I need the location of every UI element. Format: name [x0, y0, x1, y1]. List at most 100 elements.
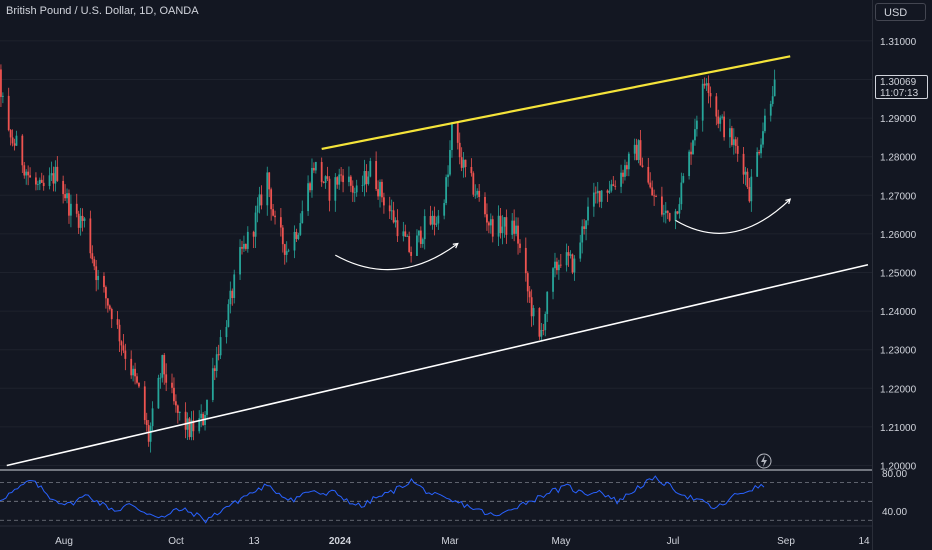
rsi-pane [0, 475, 872, 524]
candle [283, 243, 286, 265]
candle [110, 307, 113, 329]
candle [614, 180, 617, 190]
currency-button[interactable]: USD [875, 3, 926, 21]
candle [567, 245, 570, 267]
candle [147, 419, 150, 447]
curved-arrow[interactable] [675, 198, 792, 234]
candle [419, 226, 422, 248]
candle [721, 114, 724, 120]
lightning-icon[interactable] [756, 453, 772, 469]
candle [499, 208, 502, 239]
candle [241, 240, 243, 255]
candle [161, 354, 164, 383]
candle [64, 184, 66, 201]
candle [627, 151, 630, 177]
candle [524, 237, 527, 282]
candle [476, 188, 479, 198]
candle [35, 172, 37, 191]
candle [281, 224, 284, 253]
candle [320, 157, 323, 187]
candle [192, 410, 195, 441]
candle [449, 140, 451, 177]
candle [762, 122, 764, 148]
candle [309, 181, 311, 193]
candle [322, 181, 325, 184]
candle [445, 174, 448, 206]
candle [173, 377, 175, 405]
candle [451, 121, 453, 158]
candle [334, 173, 337, 212]
candle [217, 344, 220, 361]
candle [470, 158, 473, 177]
candle [93, 256, 96, 271]
candle [68, 189, 70, 224]
candle [256, 197, 259, 223]
resistance-trendline[interactable] [321, 55, 791, 151]
candle [744, 166, 747, 186]
candle [464, 159, 467, 178]
candle [707, 75, 710, 104]
candle [528, 285, 531, 303]
candle [77, 210, 80, 234]
drawings [6, 55, 869, 467]
candle [447, 165, 449, 187]
candle [40, 172, 43, 183]
candle [105, 285, 107, 309]
symbol-title[interactable]: British Pound / U.S. Dollar, 1D, OANDA [6, 5, 199, 17]
candle [159, 373, 162, 389]
candle [585, 220, 587, 241]
support-trendline[interactable] [6, 264, 869, 467]
candle [392, 201, 395, 224]
candle [519, 239, 521, 253]
candle [554, 252, 556, 278]
candle [612, 176, 615, 187]
curved-arrow[interactable] [335, 242, 459, 271]
candle [11, 129, 14, 147]
candle [287, 248, 290, 253]
price-tick-label: 1.24000 [880, 307, 917, 318]
price-tick-label: 1.31000 [880, 37, 917, 48]
candle [460, 147, 463, 172]
candle [705, 78, 708, 91]
candle [213, 365, 216, 381]
candle [649, 172, 652, 189]
candle [719, 115, 722, 132]
candle [83, 216, 86, 228]
candle [299, 213, 302, 237]
candle [715, 92, 718, 126]
candle [526, 271, 529, 303]
candle [486, 203, 488, 231]
candle [491, 215, 494, 243]
candle [122, 333, 125, 354]
candle [239, 239, 241, 280]
candle [513, 209, 516, 242]
candle [742, 147, 745, 184]
candle [311, 158, 313, 198]
candle [328, 176, 331, 212]
candle [297, 232, 300, 241]
candle [416, 229, 418, 257]
candle [462, 152, 465, 178]
candle [95, 260, 98, 292]
candle [186, 412, 189, 441]
candle [651, 180, 654, 196]
price-tick-label: 1.29000 [880, 114, 917, 125]
candle [42, 175, 45, 191]
candle [758, 149, 760, 156]
price-tick-label: 1.28000 [880, 153, 917, 164]
candle [165, 363, 168, 392]
candle [206, 399, 208, 419]
candle [579, 234, 582, 262]
candle [56, 156, 59, 182]
candle [622, 169, 624, 184]
candle [435, 216, 438, 227]
candle [746, 168, 749, 189]
candle [423, 209, 426, 250]
candle [381, 179, 383, 203]
candle [695, 115, 698, 137]
candle [62, 175, 65, 204]
candle [641, 157, 644, 168]
candle [456, 121, 459, 150]
